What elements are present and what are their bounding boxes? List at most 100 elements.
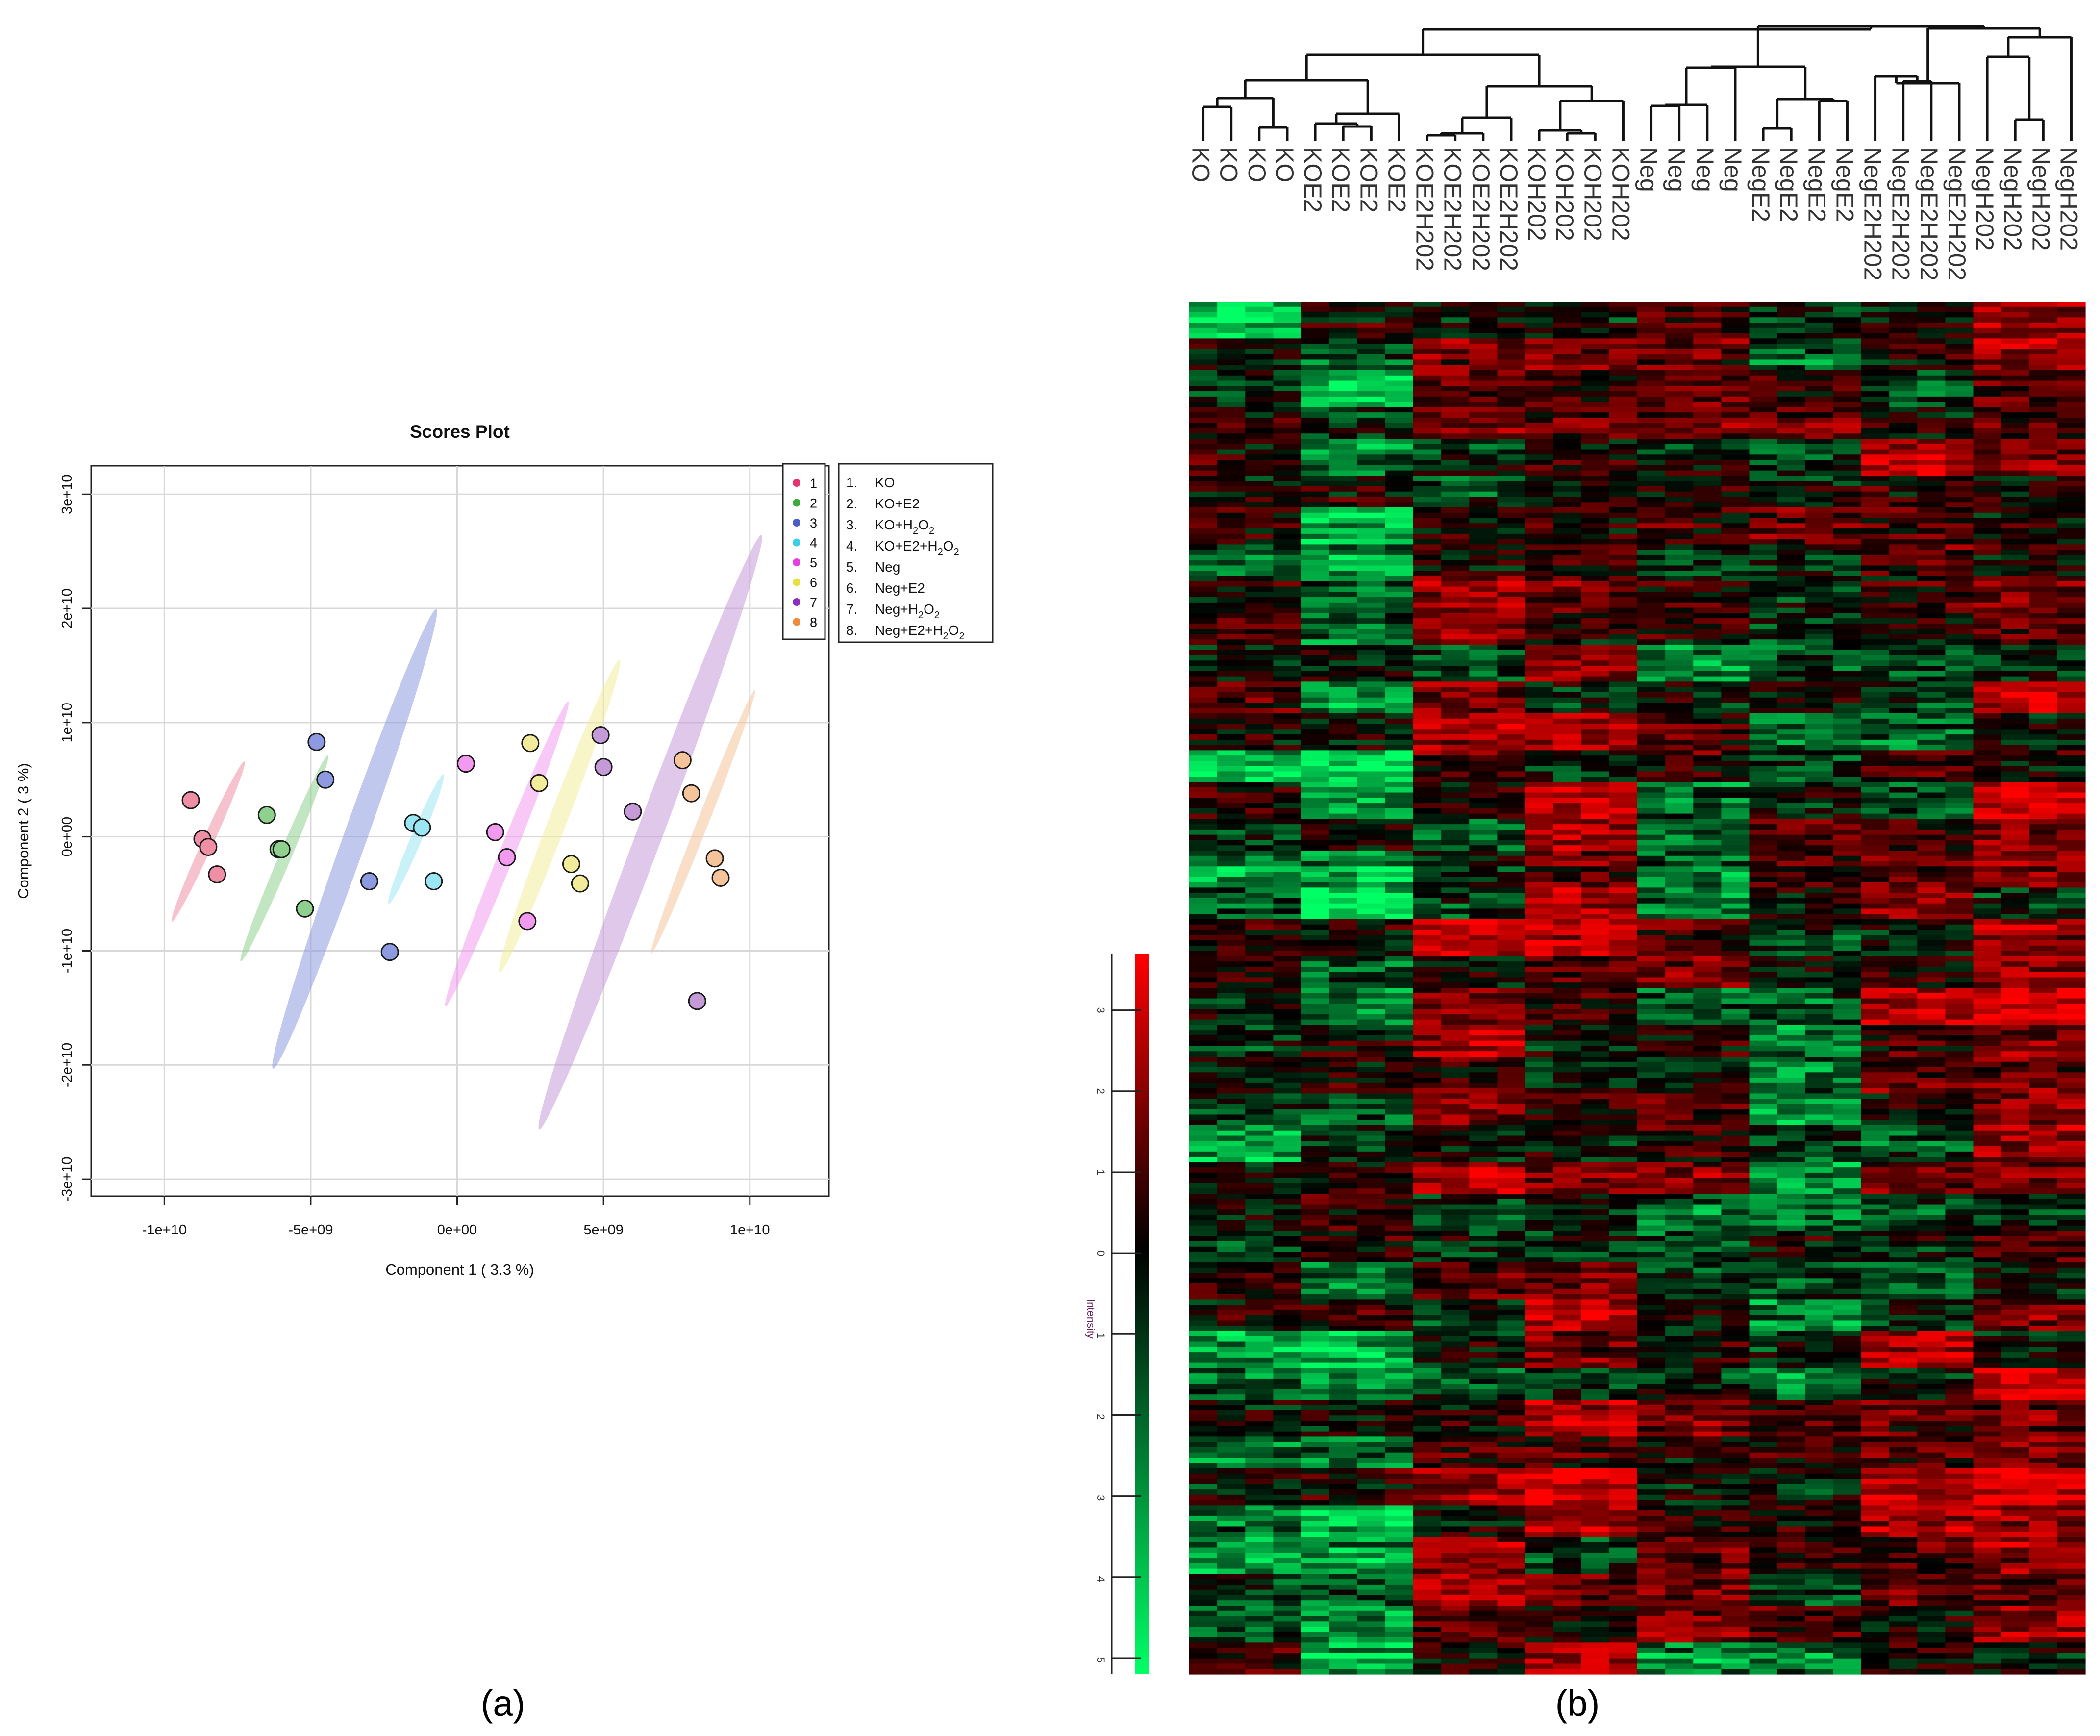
heatmap-cell bbox=[1245, 887, 1274, 893]
heatmap-cell bbox=[1973, 755, 2002, 761]
heatmap-cell bbox=[1357, 476, 1386, 481]
heatmap-cell bbox=[1609, 908, 1638, 914]
heatmap-cell bbox=[1441, 491, 1470, 498]
heatmap-cell bbox=[1805, 808, 1834, 814]
heatmap-cell bbox=[1497, 312, 1526, 318]
heatmap-cell bbox=[1609, 713, 1638, 719]
heatmap-cell bbox=[1749, 708, 1778, 714]
heatmap-cell bbox=[1441, 602, 1470, 608]
heatmap-cell bbox=[1777, 893, 1806, 899]
heatmap-cell bbox=[1917, 697, 1946, 704]
heatmap-cell bbox=[1749, 417, 1778, 424]
heatmap-cell bbox=[1749, 375, 1778, 381]
heatmap-cell bbox=[2001, 581, 2030, 587]
heatmap-cell bbox=[1973, 919, 2002, 925]
heatmap-cell bbox=[1497, 386, 1526, 392]
heatmap-cell bbox=[1413, 1057, 1442, 1062]
heatmap-cell bbox=[1693, 370, 1722, 376]
heatmap-cell bbox=[1805, 486, 1834, 492]
heatmap-cell bbox=[2029, 380, 2058, 386]
heatmap-cell bbox=[1973, 550, 2002, 555]
heatmap-cell bbox=[2001, 703, 2030, 708]
heatmap-cell bbox=[1273, 1067, 1302, 1073]
heatmap-cell bbox=[1217, 439, 1246, 445]
heatmap-cell bbox=[1721, 808, 1750, 814]
heatmap-cell bbox=[2057, 439, 2086, 445]
heatmap-cell bbox=[1861, 903, 1890, 909]
heatmap-cell bbox=[1721, 792, 1750, 798]
heatmap-cell bbox=[1833, 486, 1862, 492]
heatmap-cell bbox=[1833, 476, 1862, 481]
heatmap-cell bbox=[1721, 312, 1750, 318]
heatmap-cell bbox=[1301, 571, 1330, 577]
heatmap-cell bbox=[1721, 518, 1750, 524]
heatmap-cell bbox=[1917, 576, 1946, 582]
heatmap-cell bbox=[1609, 428, 1638, 434]
heatmap-cell bbox=[1581, 312, 1610, 318]
heatmap-cell bbox=[1497, 1046, 1526, 1052]
heatmap-cell bbox=[1777, 872, 1806, 878]
heatmap-cell bbox=[1665, 940, 1694, 946]
heatmap-cell bbox=[1945, 988, 1974, 994]
heatmap-cell bbox=[1245, 750, 1274, 756]
heatmap-cell bbox=[2001, 602, 2030, 608]
heatmap-cell bbox=[1945, 533, 1974, 540]
heatmap-cell bbox=[1553, 655, 1582, 661]
heatmap-cell bbox=[1357, 597, 1386, 603]
heatmap-cell bbox=[1833, 808, 1862, 814]
column-label: Neg bbox=[1663, 147, 1691, 192]
heatmap-cell bbox=[1329, 872, 1358, 878]
heatmap-cell bbox=[1553, 697, 1582, 704]
heatmap-cell bbox=[1833, 739, 1862, 746]
heatmap-cell bbox=[1441, 618, 1470, 624]
heatmap-cell bbox=[1413, 771, 1442, 777]
heatmap-cell bbox=[1413, 718, 1442, 725]
heatmap-cell bbox=[1805, 760, 1834, 767]
heatmap-cell bbox=[1973, 629, 2002, 635]
heatmap-cell bbox=[1357, 914, 1386, 920]
heatmap-cell bbox=[1441, 882, 1470, 888]
heatmap-cell bbox=[2057, 666, 2086, 672]
heatmap-cell bbox=[1217, 1078, 1246, 1083]
heatmap-cell bbox=[1833, 333, 1862, 339]
heatmap-cell bbox=[1721, 729, 1750, 735]
heatmap-cell bbox=[1889, 1014, 1918, 1020]
heatmap-cell bbox=[1357, 560, 1386, 566]
heatmap-cell bbox=[1273, 645, 1302, 651]
heatmap-cell bbox=[1413, 1040, 1442, 1047]
heatmap-cell bbox=[1805, 565, 1834, 571]
heatmap-cell bbox=[1301, 639, 1330, 645]
heatmap-cell bbox=[1189, 898, 1218, 904]
heatmap-cell bbox=[1889, 502, 1918, 508]
heatmap-cell bbox=[1721, 470, 1750, 476]
heatmap-cell bbox=[1749, 613, 1778, 619]
heatmap-cell bbox=[1609, 877, 1638, 883]
heatmap-cell bbox=[1693, 650, 1722, 656]
heatmap-cell bbox=[1329, 755, 1358, 761]
heatmap-cell bbox=[1217, 919, 1246, 925]
heatmap-cell bbox=[1721, 439, 1750, 445]
heatmap-cell bbox=[1357, 961, 1386, 967]
heatmap-cell bbox=[1665, 449, 1694, 455]
heatmap-cell bbox=[1777, 460, 1806, 466]
heatmap-cell bbox=[2029, 533, 2058, 540]
heatmap-cell bbox=[1329, 539, 1358, 545]
heatmap-cell bbox=[1525, 539, 1554, 545]
heatmap-cell bbox=[1833, 302, 1862, 307]
heatmap-cell bbox=[1861, 1004, 1890, 1009]
heatmap-cell bbox=[1637, 344, 1666, 350]
heatmap-cell bbox=[1889, 470, 1918, 476]
heatmap-cell bbox=[1469, 866, 1498, 872]
heatmap-cell bbox=[1329, 370, 1358, 376]
heatmap-cell bbox=[1777, 977, 1806, 983]
heatmap-cell bbox=[1497, 808, 1526, 814]
heatmap-cell bbox=[1805, 655, 1834, 661]
heatmap-cell bbox=[1497, 924, 1526, 931]
heatmap-cell bbox=[1273, 982, 1302, 988]
heatmap-cell bbox=[1245, 539, 1274, 545]
heatmap-cell bbox=[1217, 861, 1246, 867]
heatmap-cell bbox=[2057, 1046, 2086, 1052]
heatmap-cell bbox=[2001, 919, 2030, 925]
heatmap-cell bbox=[1189, 697, 1218, 704]
heatmap-cell bbox=[1301, 486, 1330, 492]
